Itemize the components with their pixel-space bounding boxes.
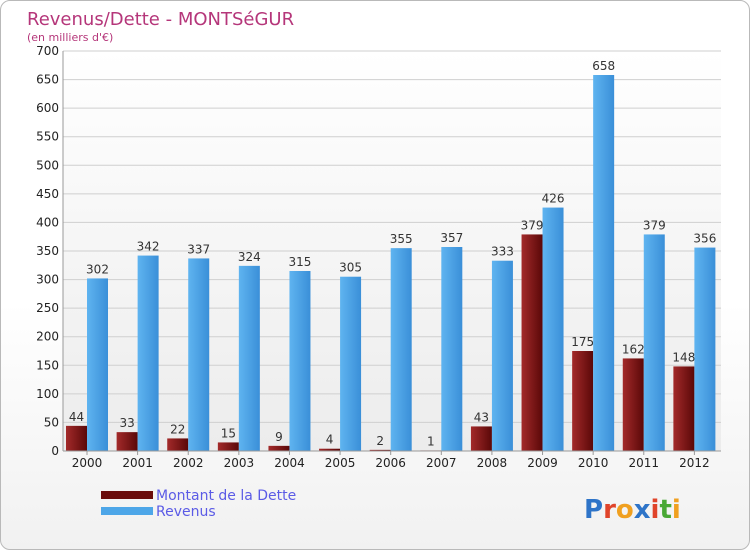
x-tick-label: 2007: [426, 456, 457, 470]
data-label-dette: 379: [521, 218, 544, 232]
x-tick-label: 2005: [325, 456, 356, 470]
y-tick-label: 550: [36, 130, 59, 144]
data-label-dette: 44: [69, 410, 84, 424]
bar-revenus: [643, 234, 665, 451]
y-tick-label: 250: [36, 301, 59, 315]
data-label-revenus: 356: [693, 232, 716, 246]
data-label-dette: 33: [119, 416, 134, 430]
bar-revenus: [593, 75, 615, 451]
bar-revenus: [441, 247, 463, 451]
y-tick-label: 700: [36, 44, 59, 58]
bar-revenus: [188, 258, 210, 451]
bar-dette: [167, 438, 189, 451]
y-tick-label: 450: [36, 187, 59, 201]
data-label-revenus: 342: [137, 240, 160, 254]
legend-label-revenus: Revenus: [156, 504, 216, 520]
data-label-revenus: 379: [643, 218, 666, 232]
y-tick-label: 200: [36, 330, 59, 344]
y-tick-label: 400: [36, 215, 59, 229]
bar-revenus: [238, 265, 260, 451]
chart-title: Revenus/Dette - MONTSéGUR: [27, 9, 294, 30]
y-tick-label: 500: [36, 158, 59, 172]
legend-swatch-dette: [101, 491, 153, 499]
bar-revenus: [694, 247, 716, 451]
data-label-dette: 175: [571, 335, 594, 349]
bar-dette: [521, 234, 543, 451]
x-tick-label: 2012: [679, 456, 710, 470]
x-tick-label: 2011: [628, 456, 659, 470]
data-label-dette: 43: [474, 410, 489, 424]
x-tick-label: 2001: [122, 456, 153, 470]
bar-dette: [369, 449, 391, 451]
bar-dette: [116, 432, 138, 451]
bar-revenus: [87, 278, 108, 451]
data-label-revenus: 324: [238, 250, 261, 264]
x-tick-label: 2009: [527, 456, 558, 470]
data-label-revenus: 355: [390, 232, 413, 246]
chart-subtitle: (en milliers d'€): [27, 31, 113, 44]
x-tick-label: 2004: [274, 456, 305, 470]
data-label-dette: 9: [275, 430, 283, 444]
data-label-revenus: 315: [289, 255, 312, 269]
data-label-revenus: 337: [187, 242, 210, 256]
data-label-revenus: 302: [86, 262, 109, 276]
bar-dette: [673, 366, 695, 451]
data-label-dette: 148: [672, 350, 695, 364]
y-tick-label: 600: [36, 101, 59, 115]
x-tick-label: 2000: [72, 456, 103, 470]
data-label-dette: 1: [427, 434, 435, 448]
bar-dette: [319, 448, 341, 451]
legend-swatch-revenus: [101, 507, 153, 515]
bar-dette: [217, 442, 239, 451]
bar-dette: [470, 426, 492, 451]
bar-dette: [66, 425, 87, 451]
proxiti-logo: Proxiti: [584, 495, 681, 525]
x-tick-label: 2008: [477, 456, 508, 470]
bar-revenus: [542, 207, 564, 451]
data-label-revenus: 357: [440, 231, 463, 245]
data-label-dette: 2: [376, 434, 384, 448]
legend-label-dette: Montant de la Dette: [156, 488, 296, 504]
bar-revenus: [340, 276, 362, 451]
data-label-revenus: 426: [542, 192, 565, 206]
bar-dette: [268, 445, 290, 451]
bar-revenus: [137, 255, 159, 451]
y-tick-label: 100: [36, 387, 59, 401]
bar-revenus: [289, 271, 311, 451]
x-tick-label: 2006: [375, 456, 406, 470]
x-tick-label: 2003: [224, 456, 255, 470]
y-tick-label: 300: [36, 273, 59, 287]
bar-revenus: [390, 248, 412, 451]
y-tick-label: 350: [36, 244, 59, 258]
data-label-dette: 162: [622, 342, 645, 356]
bar-revenus: [491, 260, 513, 451]
x-tick-label: 2002: [173, 456, 204, 470]
data-label-dette: 15: [221, 426, 236, 440]
y-tick-label: 50: [44, 415, 59, 429]
y-tick-label: 150: [36, 358, 59, 372]
bar-dette: [572, 351, 594, 451]
data-label-dette: 4: [326, 433, 334, 447]
data-label-dette: 22: [170, 422, 185, 436]
data-label-revenus: 658: [592, 59, 615, 73]
y-tick-label: 650: [36, 73, 59, 87]
data-label-revenus: 333: [491, 245, 514, 259]
bar-dette: [622, 358, 644, 451]
y-tick-label: 0: [51, 444, 59, 458]
x-tick-label: 2010: [578, 456, 609, 470]
data-label-revenus: 305: [339, 261, 362, 275]
